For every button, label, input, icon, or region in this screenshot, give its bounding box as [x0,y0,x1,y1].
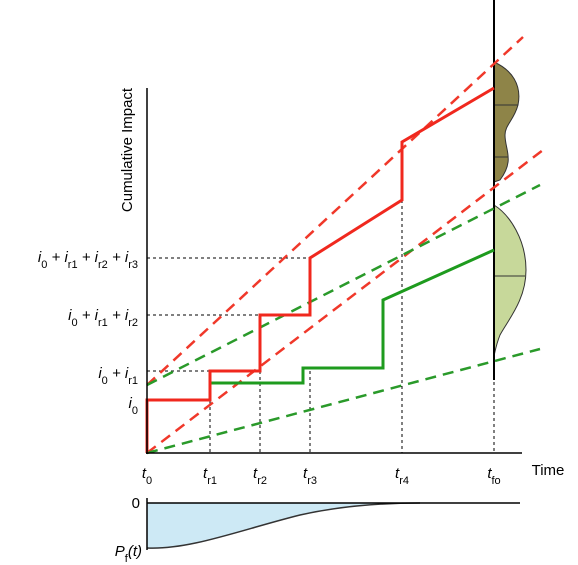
label-part: P [115,543,125,560]
label-part: + i [78,249,99,266]
subscript: 0 [41,259,47,271]
label-part: (t) [128,543,142,560]
label-part: + i [108,307,129,324]
density-lower [493,204,527,357]
subscript: 0 [132,405,138,417]
density-upper [493,61,520,183]
subscript: f [125,553,129,565]
label-part: + i [47,249,68,266]
label-part: t [395,465,400,482]
pf-label: Pf(t) [115,543,142,565]
x-label: tr4 [395,465,409,487]
y-label: i0 + ir1 + ir2 + ir3 [38,249,138,271]
subscript: fo [491,475,500,487]
label-part: i [129,395,133,412]
guides [147,88,495,453]
y-axis-title: Cumulative Impact [119,87,136,212]
x-label: tr1 [203,465,217,487]
label-part: t [253,465,258,482]
label-part: + i [108,365,129,382]
subscript: r2 [128,317,138,329]
pf-area [147,503,420,549]
subscript: r1 [128,375,138,387]
subscript: r3 [307,475,317,487]
x-label: tfo [487,465,500,487]
green-lower-trend [146,347,541,455]
red-steps [145,86,495,453]
label-part: t [487,465,492,482]
subscript: r2 [257,475,267,487]
x-label: tr3 [303,465,317,487]
subscript: 0 [102,375,108,387]
label-part: + i [108,249,129,266]
green-upper-trend [146,183,541,387]
zero-label: 0 [132,495,140,512]
subscript: r4 [399,475,409,487]
subscript: r1 [68,259,78,271]
y-label: i0 [129,395,138,417]
x-axis-title: Time [532,462,565,479]
subscript: 0 [146,475,152,487]
red-lower-trend [146,149,544,454]
label-part: + i [78,307,99,324]
pf-text: Pf(t) [115,543,142,565]
subscript: r1 [98,317,108,329]
subscript: 0 [71,317,77,329]
label-part: t [203,465,208,482]
label-part: t [142,465,147,482]
x-label: tr2 [253,465,267,487]
y-label: i0 + ir1 + ir2 [68,307,138,329]
subscript: r3 [128,259,138,271]
red-upper-trend [146,36,524,386]
x-label: t0 [142,465,152,487]
green-steps [208,248,495,400]
label-part: i [98,365,102,382]
label-part: i [38,249,42,266]
label-part: i [68,307,72,324]
subscript: r2 [98,259,108,271]
pf-curve [146,502,421,549]
subscript: r1 [207,475,217,487]
label-part: t [303,465,308,482]
y-label: i0 + ir1 [98,365,138,387]
